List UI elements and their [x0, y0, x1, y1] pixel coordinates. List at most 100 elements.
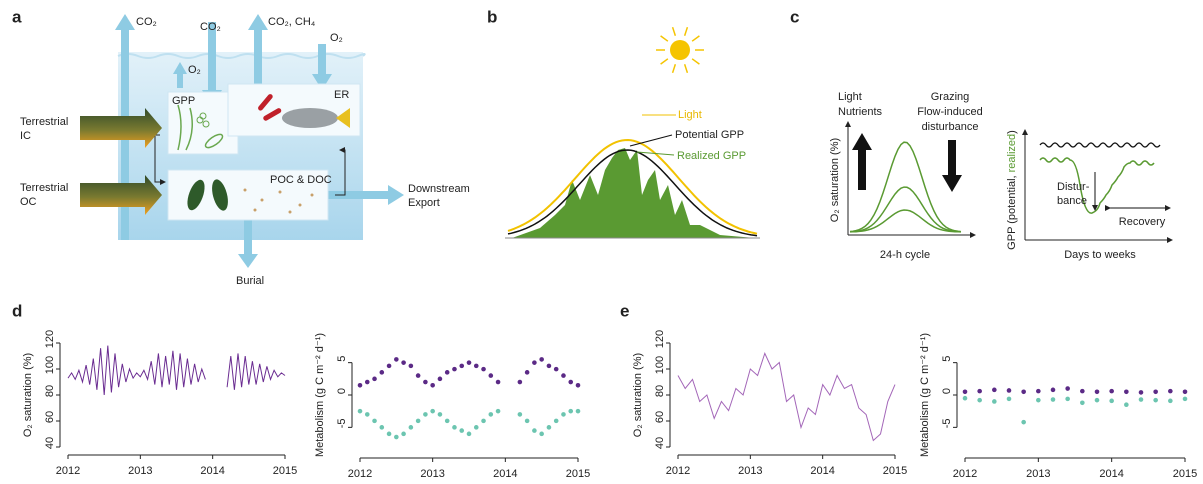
label: Grazing: [931, 91, 970, 103]
diel-curves: [849, 141, 962, 233]
y-tick-label: 40: [44, 437, 56, 449]
point: [539, 357, 544, 362]
label: Light: [678, 109, 702, 121]
point: [386, 363, 392, 369]
point: [1109, 388, 1114, 394]
point: [977, 397, 982, 403]
x-tick-label: 2013: [738, 465, 762, 477]
ray: [660, 58, 669, 65]
label: Downstream: [408, 183, 470, 195]
point: [423, 379, 428, 385]
point: [401, 431, 406, 437]
y-axis-label: O₂ saturation (%): [632, 353, 644, 437]
label: Terrestrial: [20, 116, 68, 128]
point: [561, 412, 566, 417]
y-tick-label: 120: [654, 330, 666, 348]
point: [575, 382, 581, 388]
point: [430, 408, 435, 414]
o2-line: [67, 345, 286, 396]
point: [444, 370, 450, 375]
label: disturbance: [922, 121, 979, 133]
label: CO₂: [136, 16, 157, 28]
label: O₂: [330, 32, 343, 44]
label: OC: [20, 196, 37, 208]
y-tick-label: 60: [654, 411, 666, 423]
sun-rays: [656, 26, 704, 74]
y-axis-label: Metabolism (g C m⁻² d⁻¹): [919, 333, 931, 457]
ray: [660, 35, 669, 42]
x-tick-label: 2012: [348, 468, 372, 480]
label: Nutrients: [838, 106, 883, 118]
point: [1050, 397, 1056, 402]
point: [1182, 396, 1188, 402]
point: [524, 370, 530, 375]
o2-line: [677, 352, 896, 442]
point: [379, 370, 385, 375]
label: Flow-induced: [917, 106, 982, 118]
panel-label: a: [12, 7, 22, 26]
point: [1168, 398, 1173, 404]
point: [568, 408, 574, 414]
label: bance: [1057, 195, 1087, 207]
point: [568, 379, 574, 385]
x-tick-label: 2014: [810, 465, 834, 477]
point: [1109, 398, 1114, 404]
y-tick-label: -5: [336, 418, 348, 428]
x-tick-label: 2012: [953, 468, 977, 480]
point: [532, 360, 537, 365]
point: [466, 431, 472, 437]
point: [437, 412, 443, 417]
panel-label: d: [12, 301, 22, 320]
point: [386, 431, 392, 437]
diel-curve: [849, 186, 962, 233]
point: [553, 418, 559, 424]
point: [473, 363, 479, 369]
x-tick-label: 2012: [666, 465, 690, 477]
x-tick-label: 2014: [200, 465, 224, 477]
x-tick-label: 2015: [1173, 468, 1197, 480]
point: [524, 418, 530, 424]
sun: [670, 40, 690, 60]
x-tick-label: 2013: [420, 468, 444, 480]
y-tick-label: 0: [336, 388, 348, 394]
point: [1153, 389, 1158, 395]
point: [992, 399, 997, 404]
terrestrial-ic-arrow: [80, 108, 162, 148]
potential-line: [1039, 142, 1161, 148]
point: [546, 363, 552, 369]
icons: [177, 94, 350, 214]
point: [473, 425, 479, 430]
water-surface: [117, 53, 366, 59]
x-tick-label: 2015: [883, 465, 907, 477]
axis-label: 24-h cycle: [880, 249, 930, 261]
point: [1094, 389, 1100, 395]
point: [1182, 389, 1188, 395]
label: Realized GPP: [677, 150, 746, 162]
point: [488, 373, 494, 378]
ray: [691, 35, 700, 42]
point: [1138, 397, 1144, 402]
point: [357, 382, 363, 388]
point: [408, 363, 414, 369]
point: [415, 418, 421, 424]
point: [452, 366, 457, 372]
point: [1124, 402, 1129, 408]
y-tick-label: -5: [941, 418, 953, 428]
point: [430, 382, 435, 388]
label: Light: [838, 91, 862, 103]
label: Terrestrial: [20, 182, 68, 194]
connector: [335, 147, 346, 196]
point: [452, 425, 457, 430]
point: [1006, 388, 1012, 393]
potential-curve: [507, 149, 758, 237]
point: [394, 357, 399, 362]
point: [561, 373, 566, 378]
point: [488, 412, 494, 417]
panel-label: e: [620, 301, 629, 320]
y-tick-label: 0: [941, 388, 953, 394]
axis-label: O₂ saturation (%): [829, 138, 841, 222]
point: [459, 428, 465, 433]
point: [423, 412, 428, 417]
point: [1153, 397, 1158, 403]
